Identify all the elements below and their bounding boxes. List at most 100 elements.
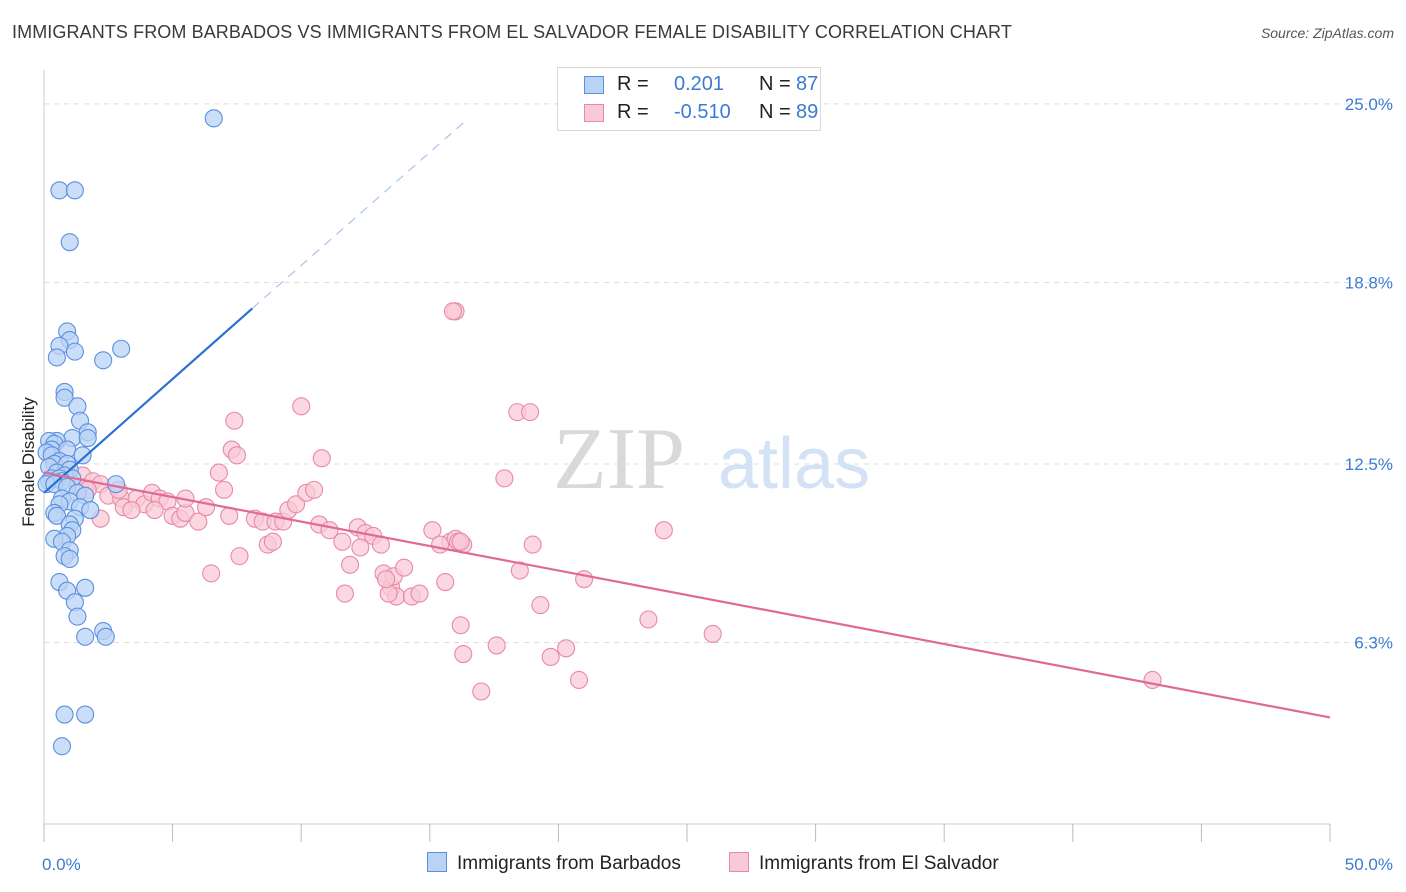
data-point-el-salvador — [531, 596, 550, 615]
data-point-el-salvador — [333, 532, 352, 551]
trend-extension-barbados — [251, 117, 469, 309]
y-tick-label: 12.5% — [1345, 455, 1393, 474]
data-point-el-salvador — [654, 521, 673, 540]
watermark-atlas: atlas — [718, 424, 870, 504]
data-point-barbados — [78, 428, 97, 448]
series-legend: Immigrants from Barbados Immigrants from… — [0, 852, 1406, 878]
data-point-el-salvador — [209, 463, 228, 482]
series-el-salvador-points — [70, 302, 1162, 701]
chart-source: Source: ZipAtlas.com — [1260, 25, 1394, 41]
data-point-barbados — [52, 737, 72, 756]
legend-r-label: R = — [617, 73, 649, 95]
data-point-el-salvador — [335, 584, 354, 603]
legend-r-value: 0.201 — [674, 73, 725, 95]
data-point-el-salvador — [341, 555, 360, 574]
data-point-el-salvador — [451, 616, 470, 635]
data-point-el-salvador — [395, 558, 414, 577]
data-point-barbados — [76, 705, 95, 724]
legend-label-el-salvador: Immigrants from El Salvador — [759, 853, 999, 874]
data-point-barbados — [50, 181, 69, 200]
data-point-el-salvador — [487, 636, 506, 655]
data-point-barbados — [76, 627, 95, 646]
data-point-el-salvador — [225, 411, 244, 430]
data-point-el-salvador — [541, 647, 560, 666]
y-axis-label: Female Disability — [19, 397, 38, 527]
data-point-el-salvador — [523, 535, 542, 554]
data-point-el-salvador — [377, 570, 396, 589]
gridlines — [44, 103, 1392, 644]
data-point-barbados — [204, 109, 223, 128]
data-point-el-salvador — [202, 564, 221, 583]
trend-line-el-salvador — [43, 471, 1331, 719]
data-point-el-salvador — [227, 446, 246, 465]
series-barbados-points — [37, 109, 223, 756]
data-point-barbados — [47, 506, 66, 525]
data-point-el-salvador — [703, 624, 722, 643]
legend-r-value: -0.510 — [674, 101, 731, 123]
correlation-legend: R = 0.201 N = 87 R = -0.510 N = 89 — [557, 67, 821, 131]
legend-item-barbados[interactable]: Immigrants from Barbados — [427, 852, 681, 875]
data-point-barbados — [96, 627, 115, 646]
data-point-el-salvador — [1143, 670, 1162, 690]
data-point-barbados — [55, 705, 74, 724]
data-point-el-salvador — [443, 302, 462, 321]
data-point-el-salvador — [214, 480, 234, 499]
trend-line-barbados — [43, 307, 254, 494]
data-point-barbados — [60, 233, 79, 252]
x-tick-label: 50.0% — [1345, 855, 1393, 874]
data-point-el-salvador — [451, 532, 470, 551]
data-point-el-salvador — [122, 500, 141, 520]
legend-n-label: N = — [759, 101, 791, 123]
data-point-el-salvador — [510, 561, 529, 580]
legend-label-barbados: Immigrants from Barbados — [457, 853, 681, 874]
data-point-barbados — [76, 578, 95, 597]
data-point-barbados — [60, 549, 79, 569]
data-point-barbados — [73, 446, 92, 465]
y-tick-label: 25.0% — [1345, 95, 1393, 114]
data-point-el-salvador — [454, 645, 473, 664]
data-point-el-salvador — [472, 682, 491, 701]
data-point-el-salvador — [263, 532, 282, 551]
data-point-el-salvador — [639, 610, 658, 629]
watermark-zip: ZIP — [553, 411, 685, 508]
data-point-el-salvador — [495, 469, 514, 488]
data-point-barbados — [68, 607, 87, 626]
legend-swatch-el-salvador — [729, 852, 749, 872]
data-point-barbados — [81, 500, 100, 520]
data-point-el-salvador — [521, 403, 540, 422]
data-point-el-salvador — [569, 670, 589, 690]
data-point-el-salvador — [287, 495, 306, 514]
data-point-barbados — [112, 339, 131, 358]
trend-lines — [43, 117, 1331, 719]
chart-title: IMMIGRANTS FROM BARBADOS VS IMMIGRANTS F… — [12, 22, 1012, 42]
data-point-barbados — [55, 388, 74, 407]
legend-n-label: N = — [759, 73, 791, 95]
legend-r-label: R = — [617, 101, 649, 123]
x-tick-label: 0.0% — [42, 855, 81, 874]
x-tick-labels: 0.0% 50.0% — [42, 855, 1393, 874]
data-point-barbados — [65, 342, 84, 361]
legend-swatch-barbados — [427, 852, 447, 872]
data-point-barbados — [94, 351, 113, 370]
data-point-el-salvador — [423, 521, 442, 540]
data-point-el-salvador — [292, 397, 311, 416]
data-point-el-salvador — [557, 639, 576, 658]
data-point-el-salvador — [410, 584, 429, 603]
data-point-barbados — [65, 181, 84, 200]
data-point-el-salvador — [431, 535, 450, 554]
data-point-el-salvador — [312, 449, 331, 468]
data-point-el-salvador — [189, 512, 208, 531]
y-tick-label: 18.8% — [1345, 274, 1393, 293]
legend-item-el-salvador[interactable]: Immigrants from El Salvador — [729, 852, 999, 875]
legend-n-value: 87 — [796, 73, 819, 95]
data-point-el-salvador — [351, 538, 370, 557]
data-point-el-salvador — [145, 500, 164, 520]
data-point-el-salvador — [436, 573, 455, 592]
data-point-el-salvador — [305, 480, 324, 499]
y-tick-label: 6.3% — [1354, 634, 1393, 653]
watermark: ZIP atlas — [553, 411, 870, 508]
legend-swatch-el-salvador — [584, 104, 604, 122]
data-point-el-salvador — [230, 547, 249, 566]
y-tick-labels: 6.3% 12.5% 18.8% 25.0% — [1345, 95, 1393, 653]
